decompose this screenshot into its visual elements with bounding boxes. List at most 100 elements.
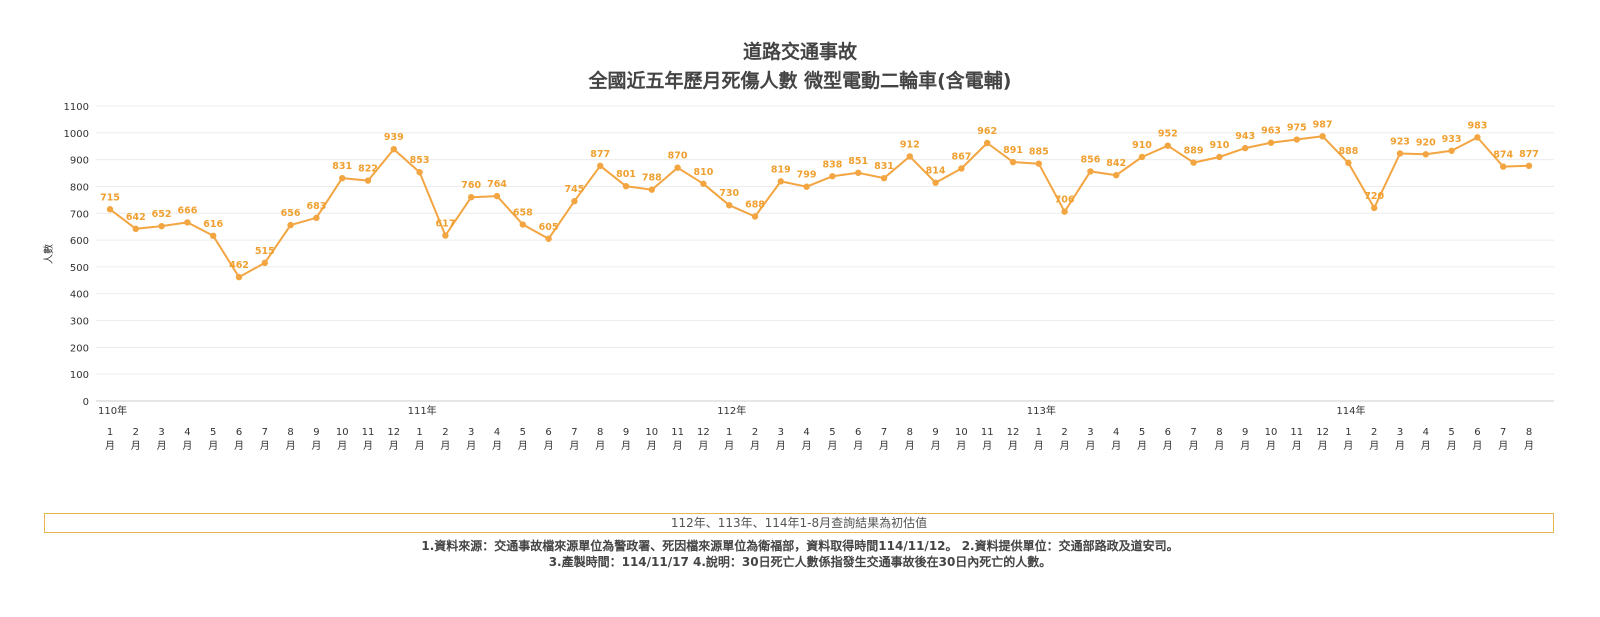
line-chart: 010020030040050060070080090010001100人數11…: [42, 102, 1554, 452]
data-label: 920: [1416, 137, 1436, 148]
x-tick-month-number: 10: [1265, 427, 1278, 438]
x-tick-month-unit: 月: [544, 440, 554, 452]
x-tick-month-unit: 月: [260, 440, 270, 452]
footnotes: 1.資料來源：交通事故檔來源單位為警政署、死因檔來源單位為衛福部，資料取得時間1…: [0, 538, 1600, 570]
x-tick-month-unit: 月: [1292, 440, 1302, 452]
data-point: [1138, 153, 1146, 161]
x-tick-month-number: 10: [955, 427, 968, 438]
x-tick-month-number: 4: [184, 427, 190, 438]
data-label: 652: [152, 209, 172, 220]
data-label: 870: [668, 151, 688, 162]
chart-subtitle: 全國近五年歷月死傷人數 微型電動二輪車(含電輔): [588, 70, 1012, 92]
x-tick-month-unit: 月: [1318, 440, 1328, 452]
data-label: 822: [358, 164, 378, 175]
data-point: [1009, 158, 1017, 166]
data-point: [622, 182, 630, 190]
x-tick-month-number: 6: [855, 427, 861, 438]
x-tick-month-number: 4: [494, 427, 500, 438]
x-tick-month-unit: 月: [208, 440, 218, 452]
x-tick-month-unit: 月: [569, 440, 579, 452]
y-tick-label: 400: [70, 290, 89, 301]
data-point: [1448, 147, 1455, 154]
x-tick-month-number: 9: [623, 427, 629, 438]
data-label: 801: [616, 169, 636, 180]
data-point: [339, 174, 346, 182]
x-tick-month-number: 5: [520, 427, 526, 438]
x-tick-month-unit: 月: [802, 440, 812, 452]
data-point: [364, 177, 372, 184]
data-point: [1422, 151, 1430, 158]
x-tick-month-number: 11: [981, 427, 994, 438]
x-tick-month-number: 9: [932, 427, 938, 438]
x-tick-month-unit: 月: [466, 440, 476, 452]
y-tick-label: 500: [70, 263, 89, 274]
data-label: 831: [874, 161, 894, 172]
data-label: 656: [281, 208, 301, 219]
data-label: 515: [255, 246, 275, 257]
data-point: [1371, 204, 1378, 212]
x-tick-month-unit: 月: [1085, 440, 1095, 452]
data-point: [674, 164, 681, 171]
chart-title: 道路交通事故: [742, 41, 857, 63]
data-label: 666: [177, 205, 197, 216]
x-tick-month-unit: 月: [157, 440, 167, 452]
x-tick-month-number: 5: [1139, 427, 1145, 438]
x-tick-month-number: 1: [1345, 427, 1351, 438]
data-label: 975: [1287, 123, 1307, 134]
x-tick-month-unit: 月: [518, 440, 528, 452]
data-label: 853: [410, 155, 430, 166]
data-label: 819: [771, 164, 791, 175]
data-point: [184, 219, 191, 226]
data-point: [1190, 159, 1197, 166]
x-tick-month-unit: 月: [1060, 440, 1070, 452]
x-tick-month-number: 7: [571, 427, 577, 438]
data-label: 683: [306, 201, 326, 212]
y-tick-label: 800: [70, 182, 89, 193]
year-label: 114年: [1336, 404, 1365, 417]
preliminary-data-note: 112年、113年、114年1-8月查詢結果為初估值: [44, 513, 1554, 533]
y-tick-label: 700: [70, 209, 89, 220]
x-tick-month-number: 2: [752, 427, 758, 438]
data-point: [571, 198, 578, 205]
data-label: 933: [1442, 134, 1462, 145]
data-point: [700, 180, 707, 187]
data-point: [390, 145, 397, 153]
x-tick-month-number: 5: [829, 427, 835, 438]
data-label: 851: [848, 156, 868, 167]
x-tick-month-unit: 月: [647, 440, 657, 452]
x-tick-month-unit: 月: [982, 440, 992, 452]
data-point: [648, 186, 655, 193]
data-label: 889: [1184, 146, 1204, 157]
x-tick-month-number: 6: [1474, 427, 1480, 438]
x-tick-month-unit: 月: [1189, 440, 1199, 452]
data-point: [1216, 153, 1223, 161]
data-point: [1474, 134, 1481, 141]
x-tick-month-unit: 月: [337, 440, 347, 452]
y-tick-label: 600: [70, 236, 89, 247]
data-point: [1396, 150, 1404, 157]
series-line: [109, 135, 1530, 279]
x-tick-month-unit: 月: [1421, 440, 1431, 452]
data-label: 877: [590, 149, 610, 160]
data-label: 760: [461, 180, 481, 191]
data-point: [1061, 208, 1068, 215]
data-point: [416, 169, 423, 176]
data-point: [1087, 168, 1094, 175]
data-point: [777, 178, 784, 185]
data-point: [726, 202, 733, 209]
data-label: 962: [977, 126, 997, 137]
x-tick-month-number: 11: [1290, 427, 1303, 438]
data-point: [519, 221, 526, 228]
x-tick-month-unit: 月: [595, 440, 605, 452]
x-tick-month-unit: 月: [853, 440, 863, 452]
x-tick-month-number: 4: [803, 427, 809, 438]
data-point: [493, 192, 501, 200]
x-tick-month-number: 1: [107, 427, 113, 438]
y-tick-label: 1000: [64, 129, 89, 140]
x-tick-month-unit: 月: [1034, 440, 1044, 452]
x-tick-month-number: 12: [387, 427, 400, 438]
data-point: [1525, 162, 1533, 170]
x-tick-month-number: 8: [1526, 427, 1532, 438]
x-tick-month-unit: 月: [1369, 440, 1379, 452]
x-tick-month-number: 2: [133, 427, 139, 438]
